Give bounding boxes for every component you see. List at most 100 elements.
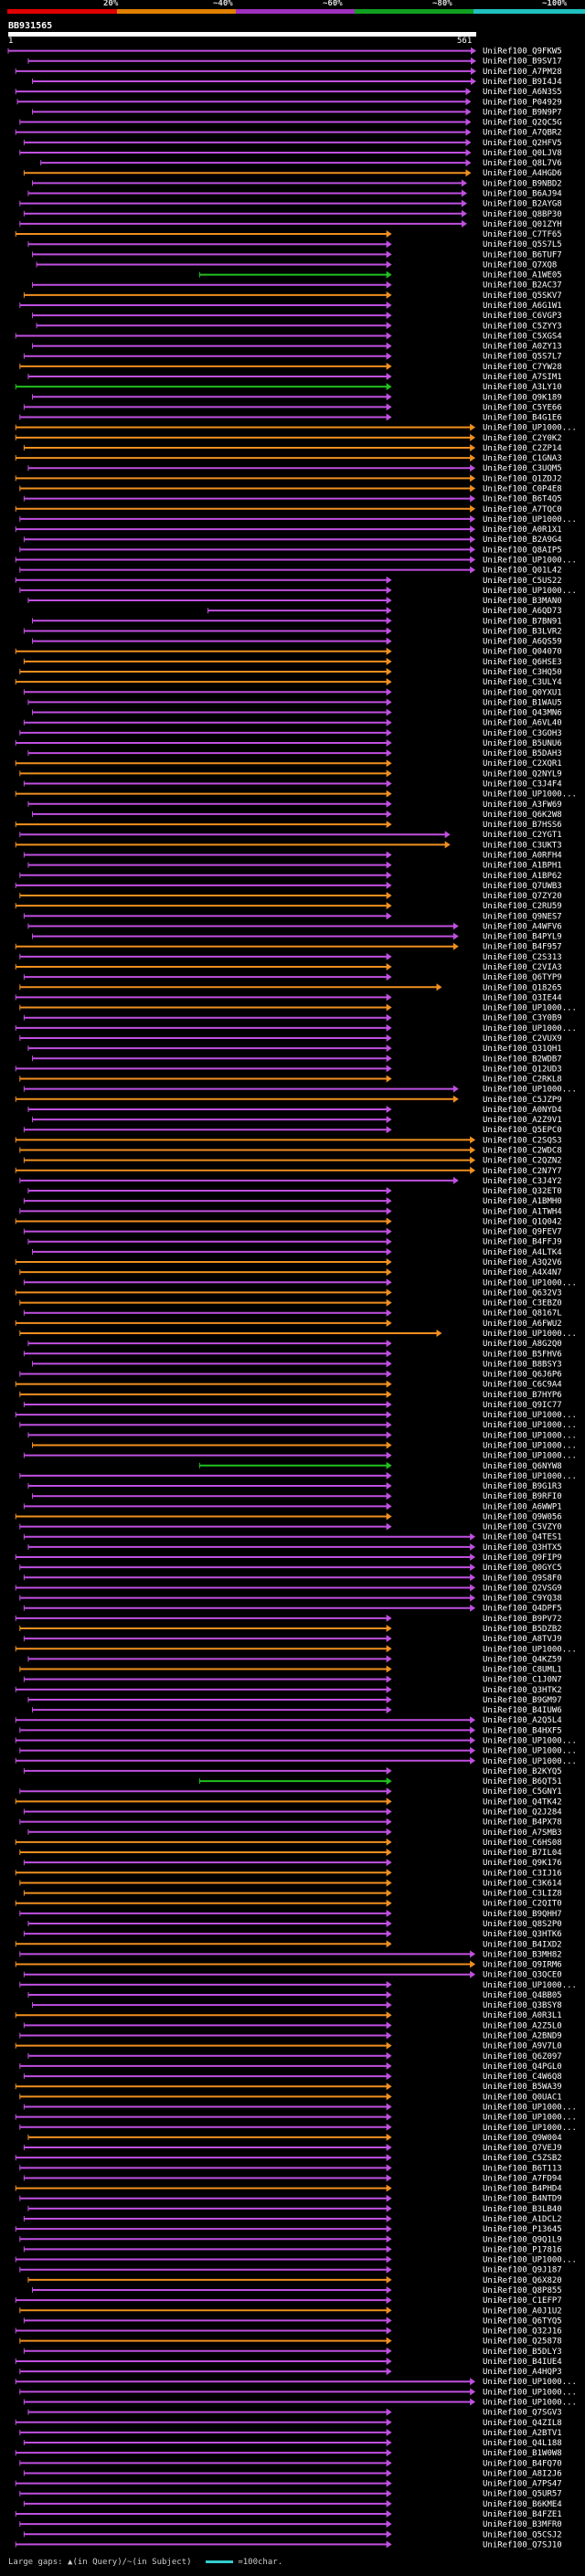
hit-label[interactable]: UniRef100_C0P4E8 bbox=[483, 485, 562, 494]
hit-label[interactable]: UniRef100_Q4ZIL8 bbox=[483, 2419, 562, 2428]
hit-label[interactable]: UniRef100_B9RFI0 bbox=[483, 1492, 562, 1501]
hit-label[interactable]: UniRef100_UP1000... bbox=[483, 1645, 577, 1654]
hit-label[interactable]: UniRef100_UP1000... bbox=[483, 1004, 577, 1013]
hit-label[interactable]: UniRef100_UP1000... bbox=[483, 1411, 577, 1420]
hit-label[interactable]: UniRef100_B6T4Q5 bbox=[483, 495, 562, 504]
hit-label[interactable]: UniRef100_Q4PGL0 bbox=[483, 2062, 562, 2072]
hit-label[interactable]: UniRef100_Q9FIP9 bbox=[483, 1553, 562, 1563]
hit-label[interactable]: UniRef100_Q3BSY8 bbox=[483, 2001, 562, 2010]
hit-label[interactable]: UniRef100_C7YW28 bbox=[483, 363, 562, 372]
hit-label[interactable]: UniRef100_UP1000... bbox=[483, 2124, 577, 2133]
hit-label[interactable]: UniRef100_UP1000... bbox=[483, 2388, 577, 2397]
hit-label[interactable]: UniRef100_C2SQS3 bbox=[483, 1136, 562, 1145]
hit-label[interactable]: UniRef100_Q25878 bbox=[483, 2337, 562, 2347]
hit-label[interactable]: UniRef100_C5ZSB2 bbox=[483, 2154, 562, 2163]
hit-label[interactable]: UniRef100_Q9S8F0 bbox=[483, 1574, 562, 1583]
hit-label[interactable]: UniRef100_Q2NYL9 bbox=[483, 769, 562, 779]
hit-label[interactable]: UniRef100_B1WAU5 bbox=[483, 698, 562, 707]
hit-label[interactable]: UniRef100_B7IL04 bbox=[483, 1849, 562, 1858]
hit-label[interactable]: UniRef100_Q7XQ8 bbox=[483, 260, 557, 270]
hit-label[interactable]: UniRef100_B3MH82 bbox=[483, 1950, 562, 1959]
hit-label[interactable]: UniRef100_B5DAH3 bbox=[483, 749, 562, 758]
hit-label[interactable]: UniRef100_A1BPH1 bbox=[483, 862, 562, 871]
hit-label[interactable]: UniRef100_UP1000... bbox=[483, 556, 577, 565]
hit-label[interactable]: UniRef100_B5DZB2 bbox=[483, 1625, 562, 1634]
hit-label[interactable]: UniRef100_Q01ZYH bbox=[483, 220, 562, 229]
hit-label[interactable]: UniRef100_B6KME4 bbox=[483, 2500, 562, 2509]
hit-label[interactable]: UniRef100_B6TUF7 bbox=[483, 250, 562, 260]
hit-label[interactable]: UniRef100_C6VGP3 bbox=[483, 312, 562, 321]
hit-label[interactable]: UniRef100_Q6J6P6 bbox=[483, 1371, 562, 1380]
hit-label[interactable]: UniRef100_B4IUW6 bbox=[483, 1706, 562, 1715]
hit-label[interactable]: UniRef100_Q0LJV8 bbox=[483, 149, 562, 158]
hit-label[interactable]: UniRef100_Q8L7V6 bbox=[483, 159, 562, 168]
hit-label[interactable]: UniRef100_C2YGT1 bbox=[483, 831, 562, 840]
hit-label[interactable]: UniRef100_C5GNY1 bbox=[483, 1787, 562, 1797]
hit-label[interactable]: UniRef100_A4HGD6 bbox=[483, 169, 562, 178]
hit-label[interactable]: UniRef100_B2A9G4 bbox=[483, 535, 562, 545]
hit-label[interactable]: UniRef100_UP1000... bbox=[483, 2103, 577, 2112]
hit-label[interactable]: UniRef100_C3HQ50 bbox=[483, 668, 562, 677]
hit-label[interactable]: UniRef100_C2ZP14 bbox=[483, 444, 562, 453]
hit-label[interactable]: UniRef100_Q4L188 bbox=[483, 2439, 562, 2448]
hit-label[interactable]: UniRef100_Q7ZY20 bbox=[483, 892, 562, 901]
hit-label[interactable]: UniRef100_Q18265 bbox=[483, 983, 562, 992]
hit-label[interactable]: UniRef100_UP1000... bbox=[483, 2398, 577, 2407]
hit-label[interactable]: UniRef100_A1WE05 bbox=[483, 271, 562, 281]
hit-label[interactable]: UniRef100_A6VL40 bbox=[483, 719, 562, 728]
hit-label[interactable]: UniRef100_Q9FEV7 bbox=[483, 1228, 562, 1237]
hit-label[interactable]: UniRef100_UP1000... bbox=[483, 1278, 577, 1288]
hit-label[interactable]: UniRef100_C1EFP7 bbox=[483, 2296, 562, 2306]
hit-label[interactable]: UniRef100_C2VUX9 bbox=[483, 1034, 562, 1044]
hit-label[interactable]: UniRef100_C2WDC8 bbox=[483, 1146, 562, 1155]
hit-label[interactable]: UniRef100_UP1000... bbox=[483, 1472, 577, 1481]
hit-label[interactable]: UniRef100_UP1000... bbox=[483, 1431, 577, 1440]
hit-label[interactable]: UniRef100_B2KYQ5 bbox=[483, 1767, 562, 1776]
hit-label[interactable]: UniRef100_UP1000... bbox=[483, 1747, 577, 1756]
hit-label[interactable]: UniRef100_P04929 bbox=[483, 98, 562, 107]
hit-label[interactable]: UniRef100_Q2VSG9 bbox=[483, 1584, 562, 1593]
hit-label[interactable]: UniRef100_C9YQ38 bbox=[483, 1595, 562, 1604]
hit-label[interactable]: UniRef100_A4WFV6 bbox=[483, 922, 562, 931]
hit-label[interactable]: UniRef100_Q2HFV5 bbox=[483, 139, 562, 148]
hit-label[interactable]: UniRef100_UP1000... bbox=[483, 424, 577, 433]
hit-label[interactable]: UniRef100_C2S313 bbox=[483, 953, 562, 962]
hit-label[interactable]: UniRef100_B1W0W8 bbox=[483, 2449, 562, 2458]
hit-label[interactable]: UniRef100_C3UQM5 bbox=[483, 464, 562, 473]
hit-label[interactable]: UniRef100_B7BN91 bbox=[483, 617, 562, 626]
hit-label[interactable]: UniRef100_A6QS59 bbox=[483, 638, 562, 647]
hit-label[interactable]: UniRef100_P17816 bbox=[483, 2245, 562, 2254]
hit-label[interactable]: UniRef100_B8BSY3 bbox=[483, 1360, 562, 1369]
hit-label[interactable]: UniRef100_C5VZY0 bbox=[483, 1523, 562, 1532]
hit-label[interactable]: UniRef100_B4PX78 bbox=[483, 1818, 562, 1828]
hit-label[interactable]: UniRef100_Q5S7L7 bbox=[483, 353, 562, 362]
hit-label[interactable]: UniRef100_A2BND9 bbox=[483, 2032, 562, 2041]
hit-label[interactable]: UniRef100_Q6HSE3 bbox=[483, 658, 562, 667]
hit-label[interactable]: UniRef100_Q9FKW5 bbox=[483, 48, 562, 57]
hit-label[interactable]: UniRef100_Q32ET0 bbox=[483, 1187, 562, 1196]
hit-label[interactable]: UniRef100_C5JZP9 bbox=[483, 1096, 562, 1105]
hit-label[interactable]: UniRef100_B6QT51 bbox=[483, 1777, 562, 1786]
hit-label[interactable]: UniRef100_A4HQP3 bbox=[483, 2368, 562, 2377]
hit-label[interactable]: UniRef100_Q3HTX5 bbox=[483, 1543, 562, 1553]
hit-label[interactable]: UniRef100_B9N9P7 bbox=[483, 108, 562, 117]
hit-label[interactable]: UniRef100_B4PHD4 bbox=[483, 2185, 562, 2194]
hit-label[interactable]: UniRef100_B5FHV6 bbox=[483, 1350, 562, 1359]
hit-label[interactable]: UniRef100_B9I4J4 bbox=[483, 78, 562, 87]
hit-label[interactable]: UniRef100_UP1000... bbox=[483, 1442, 577, 1451]
hit-label[interactable]: UniRef100_A8G2Q0 bbox=[483, 1340, 562, 1349]
hit-label[interactable]: UniRef100_C2Y0K2 bbox=[483, 434, 562, 443]
hit-label[interactable]: UniRef100_C1GNA3 bbox=[483, 454, 562, 463]
hit-label[interactable]: UniRef100_A7PS47 bbox=[483, 2480, 562, 2489]
hit-label[interactable]: UniRef100_Q9W056 bbox=[483, 1512, 562, 1521]
hit-label[interactable]: UniRef100_A6FWU2 bbox=[483, 1320, 562, 1329]
hit-label[interactable]: UniRef100_A6QD73 bbox=[483, 607, 562, 616]
hit-label[interactable]: UniRef100_C3J4Y2 bbox=[483, 1177, 562, 1186]
hit-label[interactable]: UniRef100_Q43MN6 bbox=[483, 709, 562, 718]
hit-label[interactable]: UniRef100_Q5CSJ2 bbox=[483, 2530, 562, 2539]
hit-label[interactable]: UniRef100_C5ZYY3 bbox=[483, 322, 562, 331]
hit-label[interactable]: UniRef100_B4G1E6 bbox=[483, 414, 562, 423]
hit-label[interactable]: UniRef100_C2QIT0 bbox=[483, 1900, 562, 1909]
hit-label[interactable]: UniRef100_B2WDB7 bbox=[483, 1055, 562, 1064]
hit-label[interactable]: UniRef100_C5XGS4 bbox=[483, 332, 562, 341]
